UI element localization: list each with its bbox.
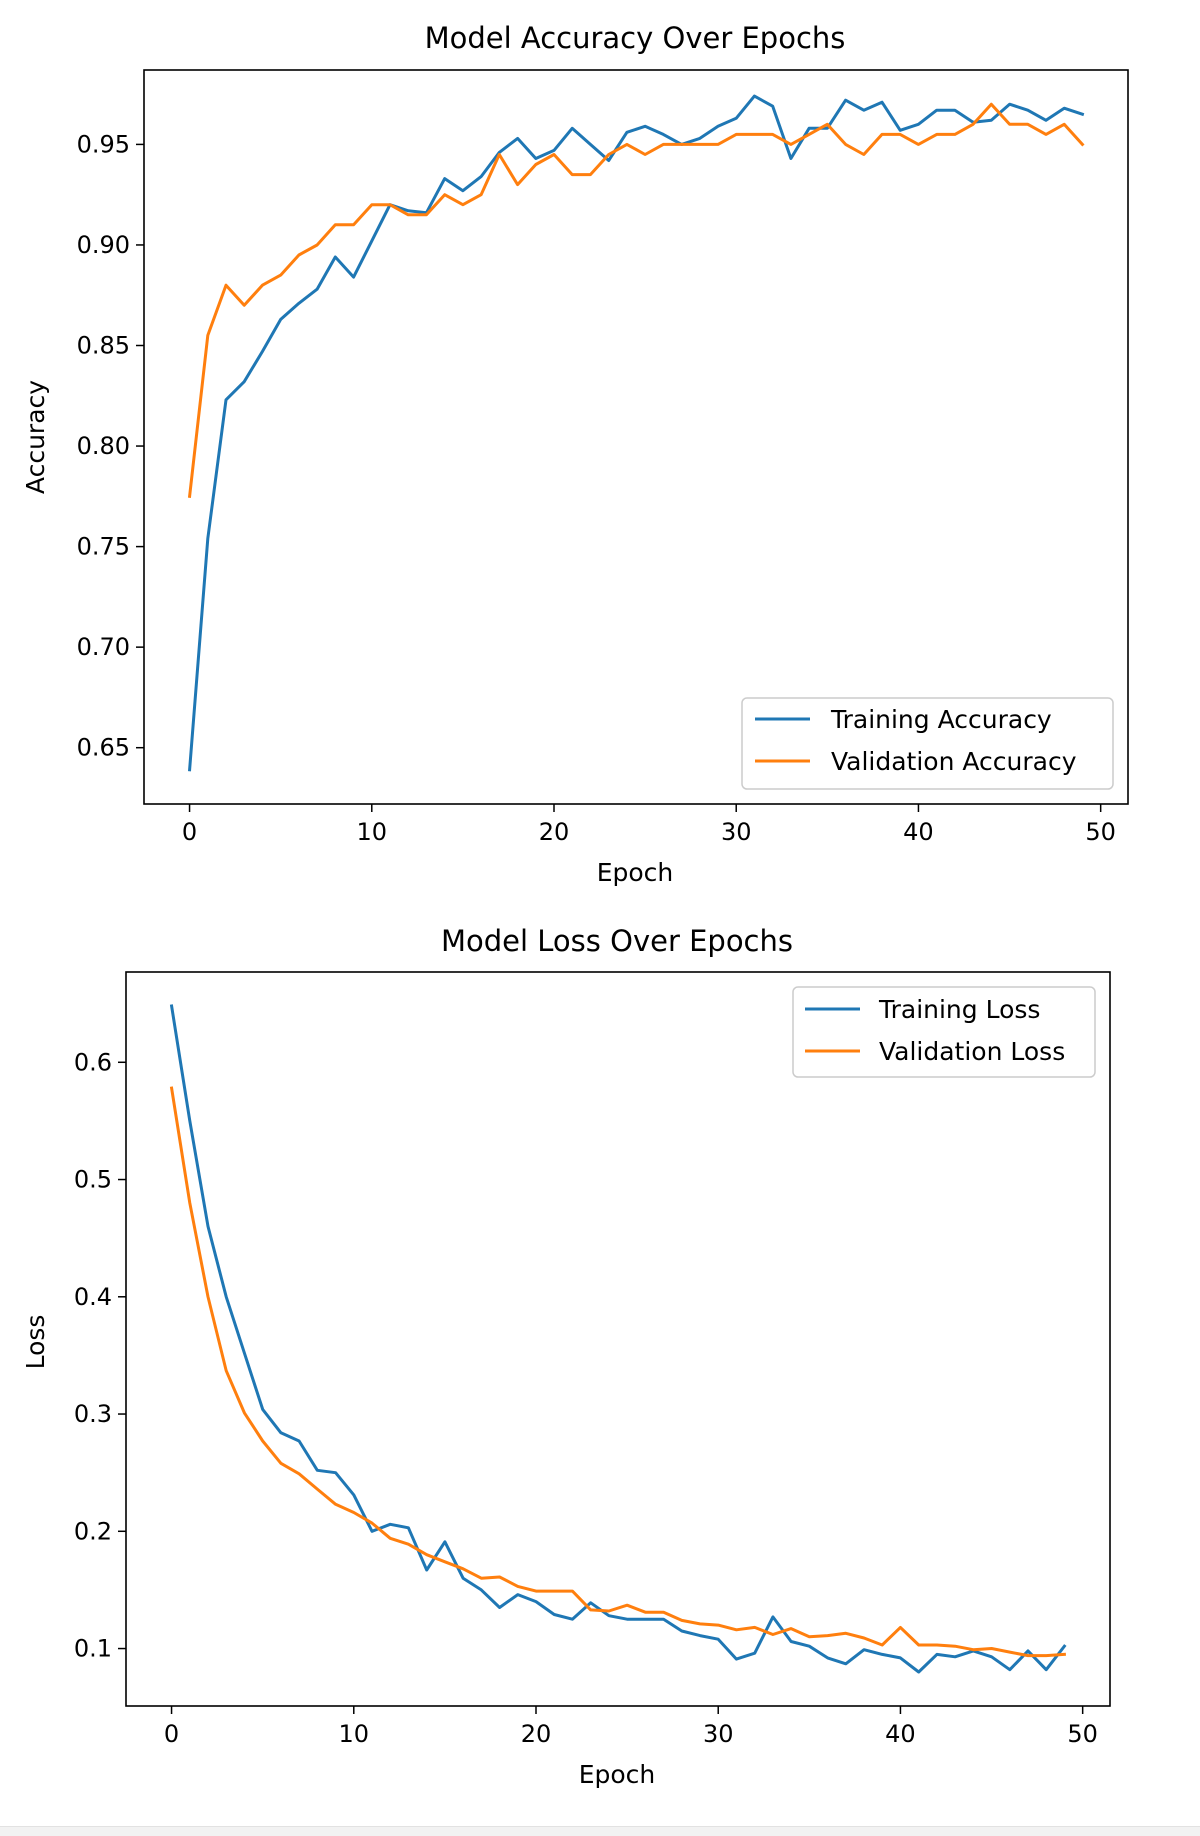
- x-tick-label: 50: [1067, 1720, 1098, 1748]
- x-tick-label: 0: [182, 818, 197, 846]
- x-axis-label: Epoch: [579, 1760, 656, 1789]
- series-line-validation: [187, 102, 1085, 498]
- y-tick-label: 0.4: [74, 1283, 112, 1311]
- x-axis-label: Epoch: [597, 858, 674, 887]
- series-line-validation: [169, 1086, 1066, 1658]
- x-tick-label: 10: [357, 818, 388, 846]
- x-tick-label: 40: [885, 1720, 916, 1748]
- y-axis: 0.65 0.70 0.75 0.80 0.85 0.90 0.95: [77, 130, 144, 762]
- legend: Training Loss Validation Loss: [792, 986, 1096, 1078]
- plot-frame: [125, 971, 1111, 1707]
- legend-label-training: Training Accuracy: [830, 705, 1052, 734]
- legend-label-training: Training Loss: [878, 995, 1040, 1024]
- series-line-training: [187, 94, 1085, 772]
- x-tick-label: 0: [164, 1720, 179, 1748]
- y-tick-label: 0.2: [74, 1517, 112, 1545]
- y-tick-label: 0.5: [74, 1166, 112, 1194]
- plot-lines: [169, 1004, 1067, 1674]
- y-tick-label: 0.6: [74, 1048, 112, 1076]
- y-tick-label: 0.80: [77, 432, 130, 460]
- x-tick-label: 20: [539, 818, 570, 846]
- plot-lines: [187, 94, 1085, 772]
- x-axis: 0 10 20 30 40 50: [182, 804, 1116, 846]
- legend-label-validation: Validation Loss: [879, 1037, 1065, 1066]
- accuracy-chart: Model Accuracy Over Epochs 0 10 20 30 40 50 0…: [21, 21, 1129, 887]
- legend-label-validation: Validation Accuracy: [831, 747, 1077, 776]
- x-tick-label: 20: [521, 1720, 552, 1748]
- y-tick-label: 0.95: [77, 130, 130, 158]
- x-tick-label: 40: [903, 818, 934, 846]
- y-tick-label: 0.70: [77, 633, 130, 661]
- loss-chart: Model Loss Over Epochs 0 10 20 30 40 50 0.10.…: [21, 924, 1111, 1789]
- legend-box: [792, 986, 1096, 1078]
- y-tick-label: 0.3: [74, 1400, 112, 1428]
- x-tick-label: 10: [339, 1720, 370, 1748]
- y-tick-label: 0.75: [77, 533, 130, 561]
- legend: Training Accuracy Validation Accuracy: [741, 697, 1114, 790]
- y-axis-label: Loss: [21, 1315, 50, 1370]
- x-tick-label: 30: [703, 1720, 734, 1748]
- y-axis: 0.1 0.2 0.3 0.4 0.5 0.6: [74, 1048, 126, 1663]
- bottom-edge-bar: [0, 1826, 1200, 1836]
- y-tick-label: 0.90: [77, 231, 130, 259]
- series-line-training: [169, 1004, 1067, 1674]
- chart-title: Model Accuracy Over Epochs: [425, 21, 846, 55]
- x-tick-label: 30: [721, 818, 752, 846]
- x-axis: 0 10 20 30 40 50: [164, 1706, 1098, 1748]
- y-tick-label: 0.85: [77, 332, 130, 360]
- y-axis-label: Accuracy: [21, 380, 50, 494]
- y-tick-label: 0.65: [77, 734, 130, 762]
- plot-frame: [143, 69, 1129, 805]
- legend-box: [741, 697, 1114, 790]
- chart-title: Model Loss Over Epochs: [441, 924, 793, 958]
- x-tick-label: 50: [1085, 818, 1116, 846]
- y-tick-label: 0.1: [74, 1635, 112, 1663]
